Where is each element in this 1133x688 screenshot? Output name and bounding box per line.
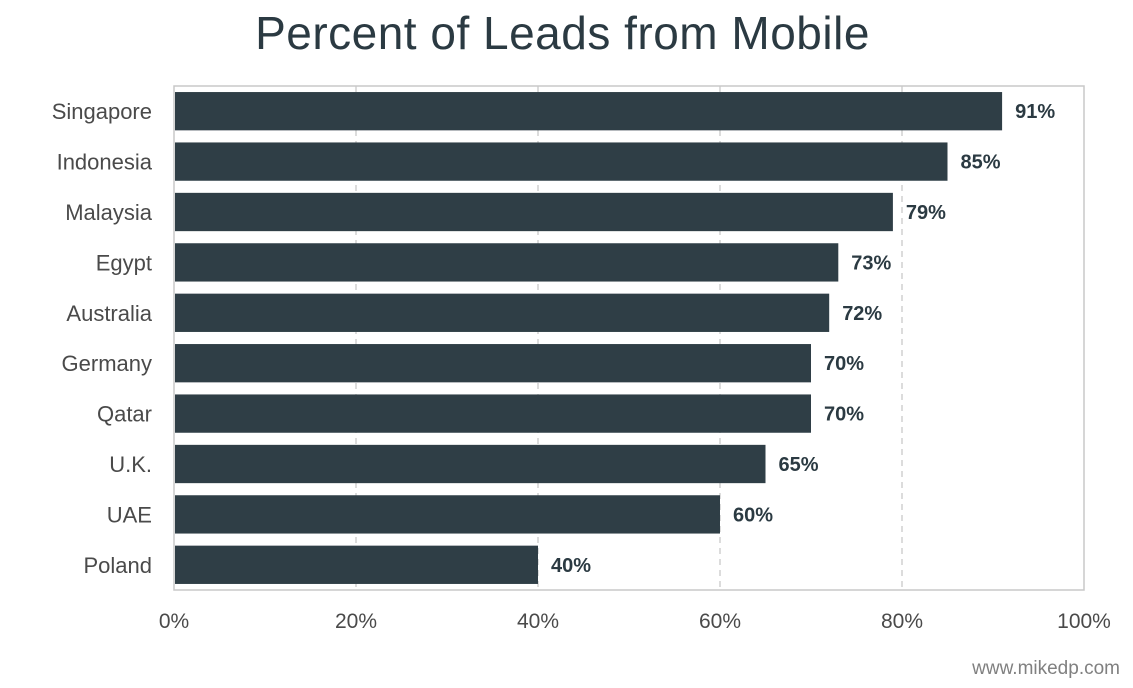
category-label: Malaysia <box>65 200 153 225</box>
category-label: Germany <box>62 351 152 376</box>
value-label: 70% <box>824 404 864 426</box>
bar <box>175 545 538 584</box>
plot-frame <box>173 85 1085 591</box>
value-label: 40% <box>551 555 591 577</box>
bars <box>175 92 1003 584</box>
value-label: 65% <box>779 454 819 476</box>
value-label: 60% <box>733 504 773 526</box>
x-tick-label: 100% <box>1057 610 1111 633</box>
category-label: Indonesia <box>57 150 153 175</box>
watermark: www.mikedp.com <box>972 658 1120 679</box>
category-label: UAE <box>107 502 152 527</box>
bar <box>175 495 720 534</box>
x-tick-label: 0% <box>159 610 189 633</box>
value-labels: 91% 85% 79% 73% 72% 70% 70% 65% 60% 40% <box>551 101 1055 577</box>
x-tick-label: 60% <box>699 610 741 633</box>
chart-title: Percent of Leads from Mobile <box>255 7 870 59</box>
value-label: 91% <box>1015 101 1055 123</box>
category-label: Egypt <box>96 250 152 275</box>
bar <box>175 243 839 282</box>
x-tick-label: 80% <box>881 610 923 633</box>
bar <box>175 293 830 332</box>
value-label: 72% <box>842 303 882 325</box>
bar <box>175 142 948 181</box>
x-tick-label: 20% <box>335 610 377 633</box>
bar <box>175 444 766 484</box>
category-labels: Singapore Indonesia Malaysia Egypt Australia… <box>52 99 153 578</box>
category-label: Australia <box>66 301 152 326</box>
bar <box>175 92 1003 131</box>
category-label: Singapore <box>52 99 152 124</box>
value-label: 79% <box>906 202 946 224</box>
value-label: 73% <box>851 252 891 274</box>
category-label: Qatar <box>97 402 152 427</box>
category-label: U.K. <box>109 452 152 477</box>
x-tick-label: 40% <box>517 610 559 633</box>
bar <box>175 192 893 232</box>
category-label: Poland <box>83 553 152 578</box>
value-label: 70% <box>824 353 864 375</box>
x-axis-ticks: 0% 20% 40% 60% 80% 100% <box>159 610 1111 633</box>
value-label: 85% <box>961 152 1001 174</box>
bar <box>175 344 811 383</box>
bar <box>175 394 811 433</box>
